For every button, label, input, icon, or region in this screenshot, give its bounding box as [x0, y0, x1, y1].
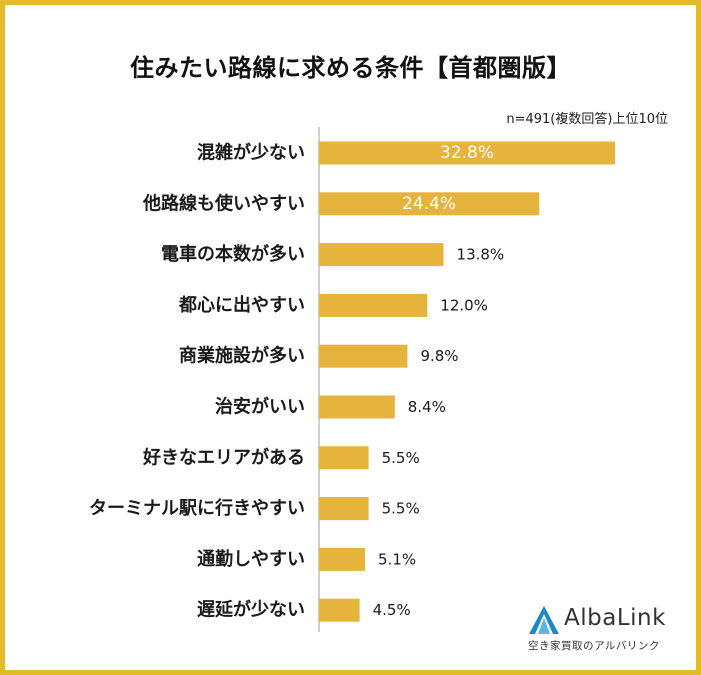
value-label: 5.5%	[382, 500, 420, 518]
logo-name: AlbaLink	[564, 605, 666, 631]
value-label: 12.0%	[440, 296, 488, 314]
sample-note: n=491(複数回答)上位10位	[506, 112, 668, 127]
bar	[319, 141, 615, 165]
value-label: 8.4%	[408, 398, 446, 416]
albalink-mark-icon	[529, 606, 559, 634]
bar	[319, 598, 360, 622]
category-label: 商業施設が多い	[179, 345, 305, 367]
chart-title: 住みたい路線に求める条件【首都圏版】	[130, 54, 571, 82]
category-label: 他路線も使いやすい	[142, 192, 305, 214]
category-label: 治安がいい	[215, 396, 305, 418]
category-label: 好きなエリアがある	[142, 446, 305, 468]
value-label: 9.8%	[420, 347, 458, 365]
category-label: 通勤しやすい	[197, 548, 305, 570]
albalink-logo: AlbaLink 空き家買取のアルバリンク	[528, 605, 678, 655]
bar	[319, 395, 395, 419]
bar	[319, 243, 444, 267]
logo-tagline: 空き家買取のアルバリンク	[528, 640, 660, 652]
bar	[319, 547, 366, 571]
category-label: 都心に出やすい	[178, 294, 305, 316]
category-label: 混雑が少ない	[197, 142, 305, 164]
bar	[319, 192, 540, 216]
bar	[319, 497, 369, 521]
value-label: 4.5%	[373, 601, 411, 619]
category-label: 遅延が少ない	[197, 599, 305, 621]
value-label: 5.5%	[382, 449, 420, 467]
value-label: 24.4%	[402, 194, 456, 214]
bar	[319, 344, 408, 368]
category-label: 電車の本数が多い	[161, 243, 305, 265]
bar	[319, 293, 428, 317]
value-label: 32.8%	[440, 143, 494, 163]
category-label: ターミナル駅に行きやすい	[89, 497, 305, 519]
value-label: 13.8%	[457, 246, 505, 264]
bar	[319, 446, 369, 470]
value-label: 5.1%	[378, 550, 416, 568]
